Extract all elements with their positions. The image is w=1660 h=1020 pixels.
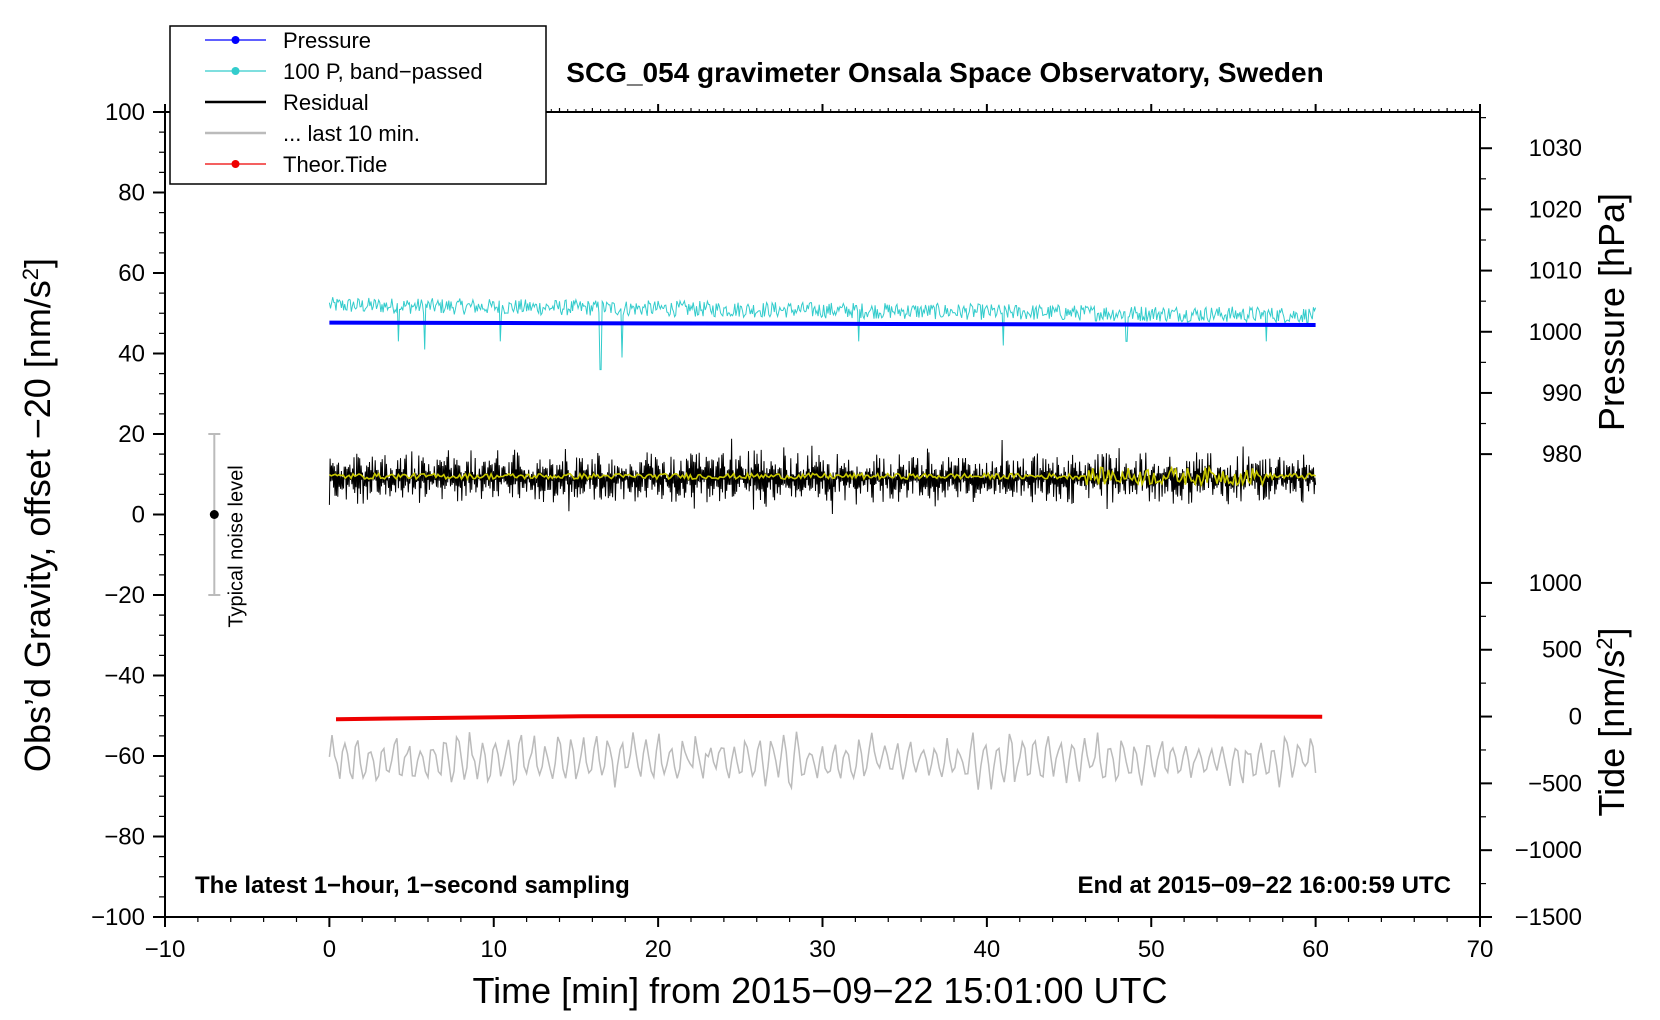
series-layer	[328, 297, 1323, 791]
x-axis-ticks: −10 0 10 20 30 40 50 60 70	[145, 104, 1494, 963]
series-last-10-min-line	[328, 731, 1317, 791]
plot-frame	[164, 111, 1481, 918]
pressure-tick-label: 990	[1542, 380, 1582, 407]
y-tick-label: 80	[118, 180, 145, 207]
y-tick-label: −80	[104, 824, 145, 851]
y-tick-label: 20	[118, 421, 145, 448]
y-axis-left-label-exponent: 2	[18, 268, 43, 280]
pressure-tick-label: 1010	[1529, 258, 1582, 285]
pressure-tick-label: 1000	[1529, 319, 1582, 346]
pressure-tick-label: 1020	[1529, 196, 1582, 223]
noise-level-bar: Typical noise level	[208, 433, 247, 628]
y-tick-label: 60	[118, 260, 145, 287]
y-tick-label: 40	[118, 341, 145, 368]
y-axis-left-label: Obs’d Gravity, offset −20 [nm/s2]	[17, 258, 58, 772]
tide-axis-label-text: Tide [nm/s	[1591, 650, 1632, 817]
noise-bar-center-dot	[209, 510, 219, 519]
x-tick-label: 0	[323, 936, 336, 963]
tide-tick-label: −500	[1528, 770, 1582, 797]
x-axis-label: Time [min] from 2015−09−22 15:01:00 UTC	[472, 970, 1167, 1011]
tide-tick-label: −1500	[1515, 904, 1582, 931]
tide-tick-label: −1000	[1515, 837, 1582, 864]
x-tick-label: 30	[809, 936, 836, 963]
legend-box	[169, 25, 547, 185]
legend: Pressure 100 P, band−passed Residual ... la…	[169, 25, 547, 185]
legend-label: Pressure	[283, 28, 371, 53]
y-tick-label: −60	[104, 743, 145, 770]
y-tick-label: −20	[104, 582, 145, 609]
x-tick-label: 70	[1467, 936, 1494, 963]
chart-title: SCG_054 gravimeter Onsala Space Observat…	[566, 57, 1323, 88]
y-axis-left-label-text: Obs’d Gravity, offset −20 [nm/s	[17, 280, 58, 772]
x-tick-label: 50	[1138, 936, 1165, 963]
legend-label: Theor.Tide	[283, 152, 387, 177]
pressure-axis-label: Pressure [hPa]	[1591, 193, 1632, 431]
tide-tick-label: 0	[1569, 704, 1582, 731]
pressure-tick-label: 980	[1542, 441, 1582, 468]
x-tick-label: 20	[645, 936, 672, 963]
legend-swatch-marker	[231, 36, 240, 44]
x-tick-label: −10	[145, 936, 186, 963]
legend-label: Residual	[283, 90, 369, 115]
legend-swatch-marker	[231, 67, 240, 75]
y-tick-label: 0	[132, 502, 145, 529]
y-axis-left-label-close: ]	[17, 258, 58, 268]
tide-axis-label: Tide [nm/s2]	[1591, 628, 1632, 817]
pressure-tick-label: 1030	[1529, 135, 1582, 162]
tide-tick-label: 1000	[1529, 570, 1582, 597]
y-tick-label: −100	[91, 904, 145, 931]
series-residual-smoothed-line	[328, 464, 1316, 488]
y-tick-label: −40	[104, 663, 145, 690]
x-tick-label: 40	[974, 936, 1001, 963]
legend-items: Pressure 100 P, band−passed Residual ... la…	[205, 28, 483, 177]
pressure-axis-ticks: 1030 1020 1010 1000 990 980	[1480, 117, 1582, 468]
sampling-note: The latest 1−hour, 1−second sampling	[195, 872, 630, 899]
tide-axis-label-exponent: 2	[1592, 638, 1617, 650]
x-tick-label: 10	[480, 936, 507, 963]
series-pressure-line	[329, 320, 1316, 327]
tide-tick-label: 500	[1542, 637, 1582, 664]
y-axis-left-ticks: 100 80 60 40 20 0 −20 −40 −60 −80 −100	[91, 99, 165, 931]
x-tick-label: 60	[1302, 936, 1329, 963]
series-band-passed-line	[328, 297, 1317, 371]
legend-label: 100 P, band−passed	[283, 59, 483, 84]
noise-bar-label: Typical noise level	[225, 465, 247, 627]
y-tick-label: 100	[105, 99, 145, 126]
series-theoretical-tide-line	[335, 713, 1323, 722]
tide-axis-ticks: 1000 500 0 −500 −1000 −1500	[1480, 570, 1582, 931]
tide-axis-label-close: ]	[1591, 628, 1632, 638]
legend-label: ... last 10 min.	[283, 121, 420, 146]
legend-swatch-marker	[231, 160, 240, 168]
end-time-note: End at 2015−09−22 16:00:59 UTC	[1077, 872, 1451, 899]
